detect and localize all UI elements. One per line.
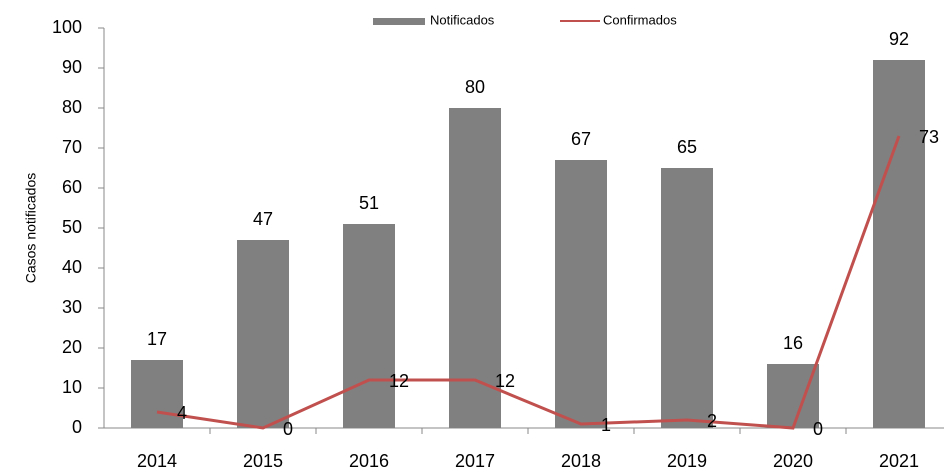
x-tick-label: 2015 [243,451,283,470]
bar [873,60,925,428]
line-value-label: 0 [283,419,293,439]
x-tick-label: 2014 [137,451,177,470]
line-value-label: 12 [389,371,409,391]
bar [449,108,501,428]
x-tick-label: 2017 [455,451,495,470]
bar-value-label: 17 [147,329,167,349]
y-tick-label: 60 [62,177,82,197]
y-tick-label: 30 [62,297,82,317]
line-value-label: 4 [177,403,187,423]
y-tick-label: 50 [62,217,82,237]
x-tick-label: 2021 [879,451,919,470]
line-value-label: 0 [813,419,823,439]
bar [661,168,713,428]
line-value-label: 1 [601,415,611,435]
bar [343,224,395,428]
x-tick-label: 2016 [349,451,389,470]
y-tick-label: 0 [72,417,82,437]
bar [131,360,183,428]
line-value-label: 12 [495,371,515,391]
bar-value-label: 16 [783,333,803,353]
bar-value-label: 51 [359,193,379,213]
y-axis-label: Casos notificados [23,173,39,284]
legend-label: Notificados [430,12,495,27]
bar-value-label: 92 [889,29,909,49]
y-tick-label: 20 [62,337,82,357]
x-tick-label: 2018 [561,451,601,470]
legend-swatch [373,18,425,25]
y-tick-label: 10 [62,377,82,397]
y-tick-label: 100 [52,17,82,37]
bar [237,240,289,428]
bar [767,364,819,428]
y-tick-label: 70 [62,137,82,157]
bar [555,160,607,428]
line-value-label: 2 [707,411,717,431]
bar-value-label: 80 [465,77,485,97]
bar-value-label: 65 [677,137,697,157]
bar-value-label: 67 [571,129,591,149]
x-tick-label: 2019 [667,451,707,470]
legend-label: Confirmados [603,12,677,27]
line-value-label: 73 [919,127,939,147]
y-tick-label: 40 [62,257,82,277]
y-tick-label: 80 [62,97,82,117]
bar-value-label: 47 [253,209,273,229]
line [156,135,901,430]
x-tick-label: 2020 [773,451,813,470]
y-tick-label: 90 [62,57,82,77]
